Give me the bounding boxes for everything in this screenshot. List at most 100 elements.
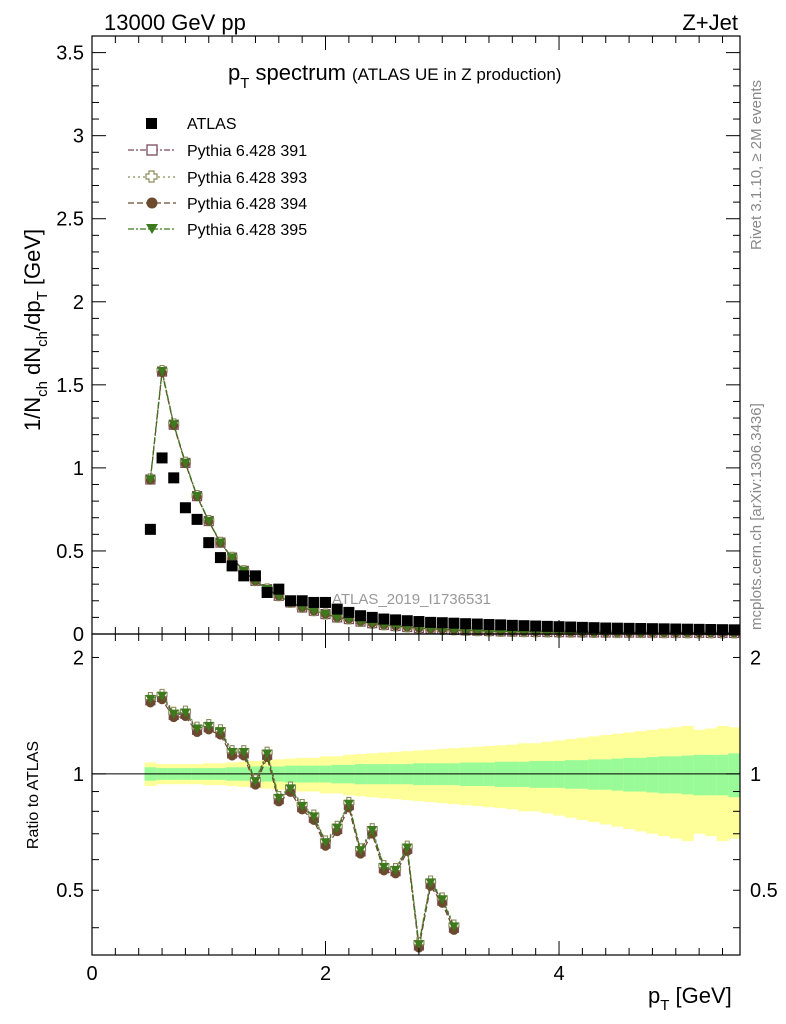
- top-ytick-label: 0.5: [56, 541, 84, 563]
- atlas-point: [156, 452, 168, 464]
- mc-point-top: [215, 538, 226, 548]
- band-inner-bin: [681, 755, 694, 795]
- atlas-point: [296, 595, 308, 607]
- atlas-point: [436, 617, 448, 629]
- mc-point-top: [227, 553, 238, 563]
- top-ytick-label: 0: [73, 624, 84, 646]
- mc-point-ratio: [448, 922, 459, 932]
- mc-point-top: [320, 610, 331, 620]
- uncertainty-band: [144, 725, 741, 842]
- ratio-ytick-label: 0.5: [56, 880, 84, 902]
- atlas-point: [506, 619, 518, 631]
- band-inner-bin: [529, 760, 543, 788]
- band-inner-bin: [704, 754, 718, 796]
- mc-line-ratio-2: [150, 699, 455, 949]
- ratio-ytick-label-right: 1: [750, 764, 761, 786]
- atlas-point: [273, 583, 285, 595]
- atlas-point: [331, 603, 343, 615]
- atlas-point: [284, 595, 296, 607]
- atlas-point: [705, 624, 717, 636]
- legend: ATLAS Pythia 6.428 391 Pythia 6.428 393 …: [128, 116, 307, 239]
- atlas-point: [483, 619, 495, 631]
- band-inner-bin: [576, 760, 589, 789]
- atlas-point: [226, 560, 238, 572]
- mc-point-ratio: [367, 826, 378, 836]
- atlas-point: [658, 623, 670, 635]
- atlas-point: [320, 596, 332, 608]
- mc-point-ratio: [145, 694, 156, 704]
- atlas-point: [460, 618, 472, 630]
- analysis-label: ATLAS_2019_I1736531: [332, 591, 491, 608]
- mc-point-ratio: [320, 838, 331, 848]
- atlas-point: [565, 621, 577, 633]
- mc-point-ratio: [437, 895, 448, 905]
- band-inner-bin: [588, 759, 601, 790]
- mc-point-ratio: [227, 747, 238, 757]
- xtick-label: 0: [86, 963, 97, 985]
- atlas-point: [214, 552, 226, 564]
- mc-point-top: [308, 606, 319, 616]
- atlas-point: [366, 611, 378, 623]
- xtick-label: 2: [320, 963, 331, 985]
- mc-point-ratio: [297, 801, 308, 811]
- band-inner-bin: [611, 758, 624, 791]
- legend-item-394: Pythia 6.428 394: [128, 196, 307, 213]
- atlas-point: [249, 570, 261, 582]
- atlas-point: [425, 616, 437, 628]
- atlas-point: [355, 610, 367, 622]
- mc-point-top: [145, 475, 156, 485]
- band-inner-bin: [553, 760, 566, 788]
- atlas-point: [413, 616, 425, 628]
- atlas-point: [261, 586, 273, 598]
- mc-point-ratio: [425, 878, 436, 888]
- atlas-point: [530, 620, 542, 632]
- mc-point-top: [168, 420, 179, 430]
- atlas-point: [495, 619, 507, 631]
- band-inner-bin: [623, 757, 636, 792]
- mc-point-top: [192, 491, 203, 501]
- atlas-point: [681, 623, 693, 635]
- plot-title: pT spectrum (ATLAS UE in Z production): [228, 60, 561, 92]
- ratio-ytick-label: 2: [73, 647, 84, 669]
- atlas-point: [635, 623, 647, 635]
- legend-marker-394: [146, 197, 158, 209]
- atlas-point: [308, 596, 320, 608]
- band-inner-bin: [716, 754, 729, 796]
- mc-point-ratio: [273, 793, 284, 803]
- ratio-ytick-label-right: 2: [750, 647, 761, 669]
- bottom-frame: [91, 633, 741, 956]
- atlas-point: [401, 615, 413, 627]
- top-ytick-label: 3: [73, 126, 84, 148]
- mc-point-ratio: [413, 940, 424, 950]
- atlas-point: [588, 622, 600, 634]
- atlas-point: [168, 472, 180, 484]
- mc-point-ratio: [308, 812, 319, 822]
- band-inner-bin: [634, 757, 648, 792]
- atlas-point: [448, 617, 460, 629]
- mc-point-ratio: [180, 708, 191, 718]
- mc-point-ratio: [203, 721, 214, 731]
- top-ylabel: 1/Nch dNch/dpT [GeV]: [20, 229, 51, 431]
- atlas-point: [390, 614, 402, 626]
- mc-point-ratio: [250, 777, 261, 787]
- mc-point-ratio: [390, 865, 401, 875]
- band-inner-bin: [599, 759, 613, 790]
- band-inner-bin: [646, 757, 659, 793]
- atlas-point: [203, 537, 215, 549]
- mc-point-ratio: [168, 709, 179, 719]
- atlas-point: [518, 620, 530, 632]
- header-left: 13000 GeV pp: [104, 10, 246, 35]
- legend-label-395: Pythia 6.428 395: [187, 222, 307, 239]
- band-inner-bin: [541, 760, 554, 788]
- mc-point-ratio: [238, 747, 249, 757]
- legend-item-391: Pythia 6.428 391: [128, 143, 307, 160]
- mc-point-ratio: [332, 823, 343, 833]
- band-inner-bin: [564, 760, 578, 789]
- mc-point-top: [332, 613, 343, 623]
- band-inner-bin: [658, 756, 671, 794]
- x-axis-label: pT [GeV]: [648, 983, 732, 1014]
- mcplots-label: mcplots.cern.ch [arXiv:1306.3436]: [748, 403, 765, 630]
- legend-marker-atlas: [146, 118, 157, 129]
